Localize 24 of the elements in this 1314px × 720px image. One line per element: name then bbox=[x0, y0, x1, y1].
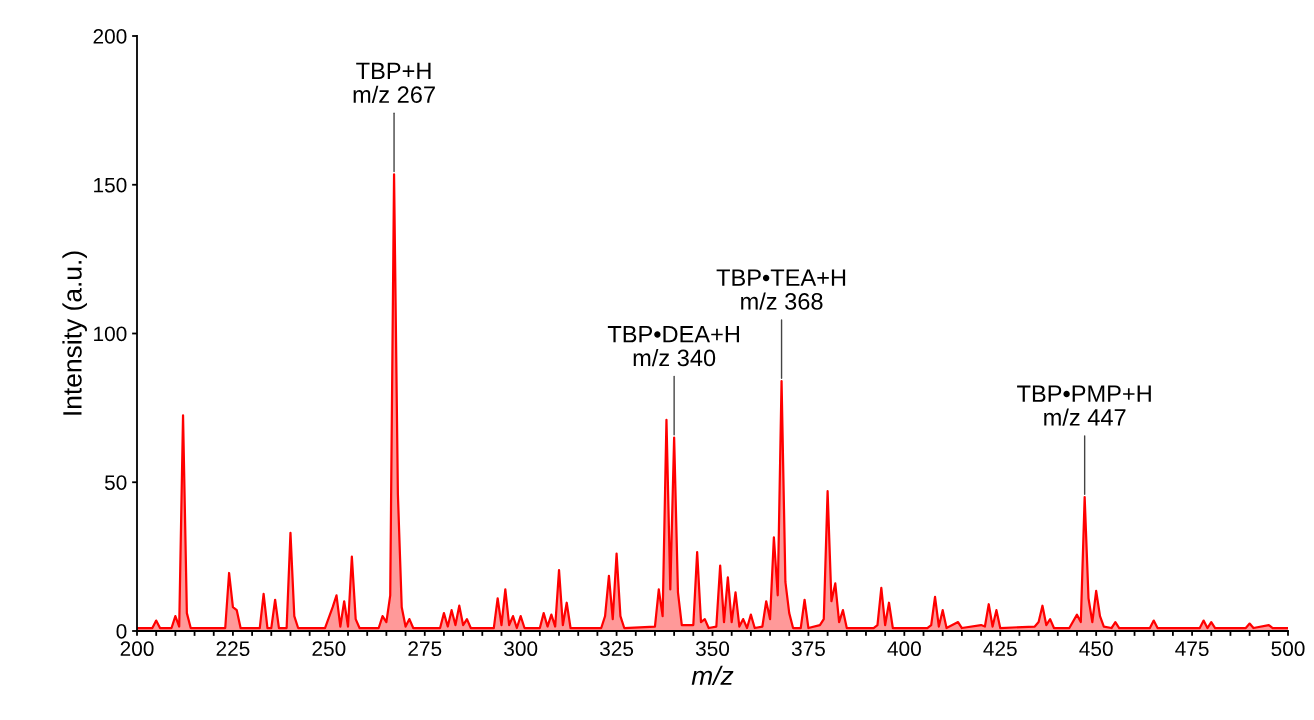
x-tick-label: 300 bbox=[504, 641, 538, 657]
y-tick-label: 200 bbox=[93, 29, 127, 44]
x-tick-label: 325 bbox=[600, 641, 634, 657]
y-tick-label: 50 bbox=[104, 475, 127, 490]
annotation: TBP•PMP+H m/z 447 bbox=[1017, 385, 1151, 426]
annotation: TBP•TEA+H m/z 368 bbox=[716, 269, 846, 310]
y-tick-label: 0 bbox=[116, 624, 127, 639]
y-axis-title: Intensity (a.u.) bbox=[62, 251, 87, 415]
x-tick-label: 350 bbox=[695, 641, 730, 657]
x-tick-label: 425 bbox=[983, 641, 1017, 657]
x-axis-title: m/z bbox=[691, 665, 734, 686]
x-tick-label: 500 bbox=[1271, 641, 1305, 657]
x-tick-label: 450 bbox=[1079, 641, 1113, 657]
y-tick-label: 100 bbox=[94, 326, 127, 342]
annotation: TBP+H m/z 267 bbox=[353, 62, 435, 103]
x-tick-label: 375 bbox=[791, 641, 825, 657]
x-tick-label: 225 bbox=[216, 641, 250, 657]
x-tick-label: 400 bbox=[887, 641, 921, 657]
x-tick-label: 275 bbox=[408, 641, 442, 657]
x-tick-label: 475 bbox=[1175, 641, 1209, 657]
x-tick-label: 200 bbox=[120, 641, 154, 657]
y-tick-label: 150 bbox=[94, 177, 127, 193]
x-tick-label: 250 bbox=[312, 641, 346, 657]
annotation: TBP•DEA+H m/z 340 bbox=[607, 326, 739, 367]
